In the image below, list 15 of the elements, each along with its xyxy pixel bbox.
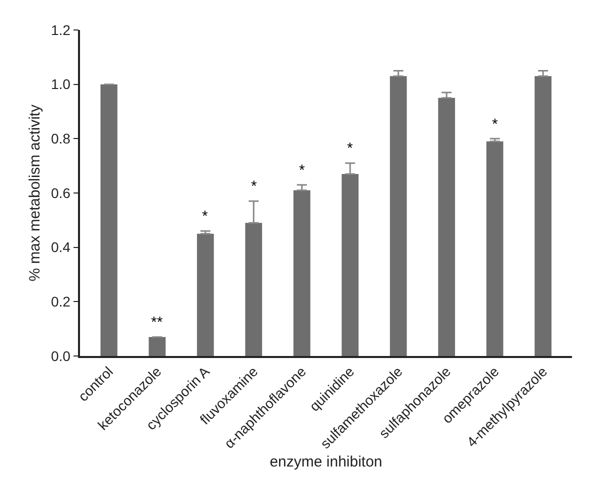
y-tick-label: 1.0 <box>50 76 71 92</box>
y-tick-label: 0.8 <box>50 130 71 147</box>
y-axis-title: % max metabolism activity <box>26 104 44 282</box>
annotation: * <box>202 208 208 225</box>
annotation: * <box>492 116 498 133</box>
y-tick-label: 0.0 <box>50 348 71 364</box>
y-tick-label: 0.4 <box>50 239 71 256</box>
y-tick-label: 0.2 <box>50 294 71 310</box>
annotation: * <box>251 178 257 195</box>
y-tick-label: 0.6 <box>50 184 71 201</box>
x-axis-title: enzyme inhibiton <box>270 454 382 471</box>
annotation: * <box>347 140 353 157</box>
y-tick-label: 1.2 <box>50 22 71 38</box>
annotation: ** <box>151 314 163 331</box>
annotation: * <box>299 162 305 179</box>
